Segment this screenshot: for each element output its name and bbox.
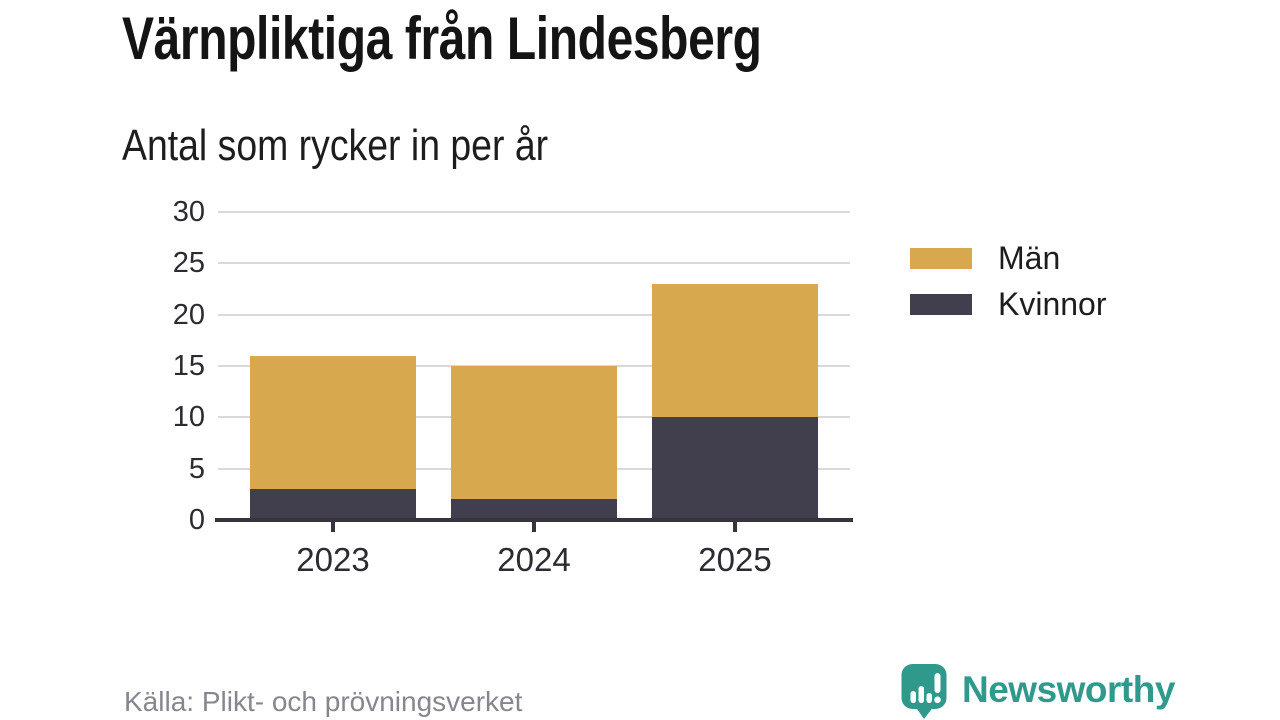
legend-item-kvinnor: Kvinnor (910, 286, 1107, 322)
bar-2024-kvinnor (451, 499, 617, 520)
bar-2023-män (250, 355, 416, 490)
x-axis-line (215, 518, 853, 522)
bar-2023-kvinnor (250, 489, 416, 520)
y-axis-label: 10 (172, 401, 205, 434)
x-axis-label-2024: 2024 (497, 541, 571, 578)
x-axis-label-2023: 2023 (296, 541, 370, 578)
bar-2025-män (652, 283, 818, 418)
legend-label-kvinnor: Kvinnor (998, 285, 1107, 322)
x-tick-2023 (331, 522, 335, 532)
x-tick-2024 (532, 522, 536, 532)
gridline-y-20 (218, 313, 850, 316)
gridline-y-25 (218, 262, 850, 265)
legend-item-män: Män (910, 240, 1107, 276)
newsworthy-icon (901, 664, 947, 719)
source-note: Källa: Plikt- och prövningsverket (124, 686, 523, 717)
gridline-y-30 (218, 211, 850, 213)
chart-legend: Män Kvinnor (910, 240, 1107, 332)
chart-subtitle: Antal som rycker in per år (122, 121, 549, 170)
chart-title: Värnpliktiga från Lindesberg (122, 5, 762, 72)
y-axis-label: 5 (188, 452, 205, 485)
legend-label-män: Män (998, 239, 1061, 276)
y-axis-label: 25 (172, 247, 205, 280)
legend-swatch-kvinnor (910, 293, 972, 315)
y-axis-label: 30 (172, 196, 205, 228)
x-axis-label-2025: 2025 (698, 541, 772, 578)
brand-logo: Newsworthy (898, 662, 1175, 720)
x-tick-2025 (733, 522, 737, 532)
bar-2025-kvinnor (652, 417, 818, 520)
legend-swatch-män (910, 247, 972, 269)
brand-wordmark: Newsworthy (962, 669, 1175, 710)
y-axis-label: 15 (172, 350, 205, 382)
y-axis-label: 0 (188, 504, 205, 536)
plot-area (218, 211, 850, 520)
y-axis-label: 20 (172, 298, 205, 331)
bar-2024-män (451, 366, 617, 500)
